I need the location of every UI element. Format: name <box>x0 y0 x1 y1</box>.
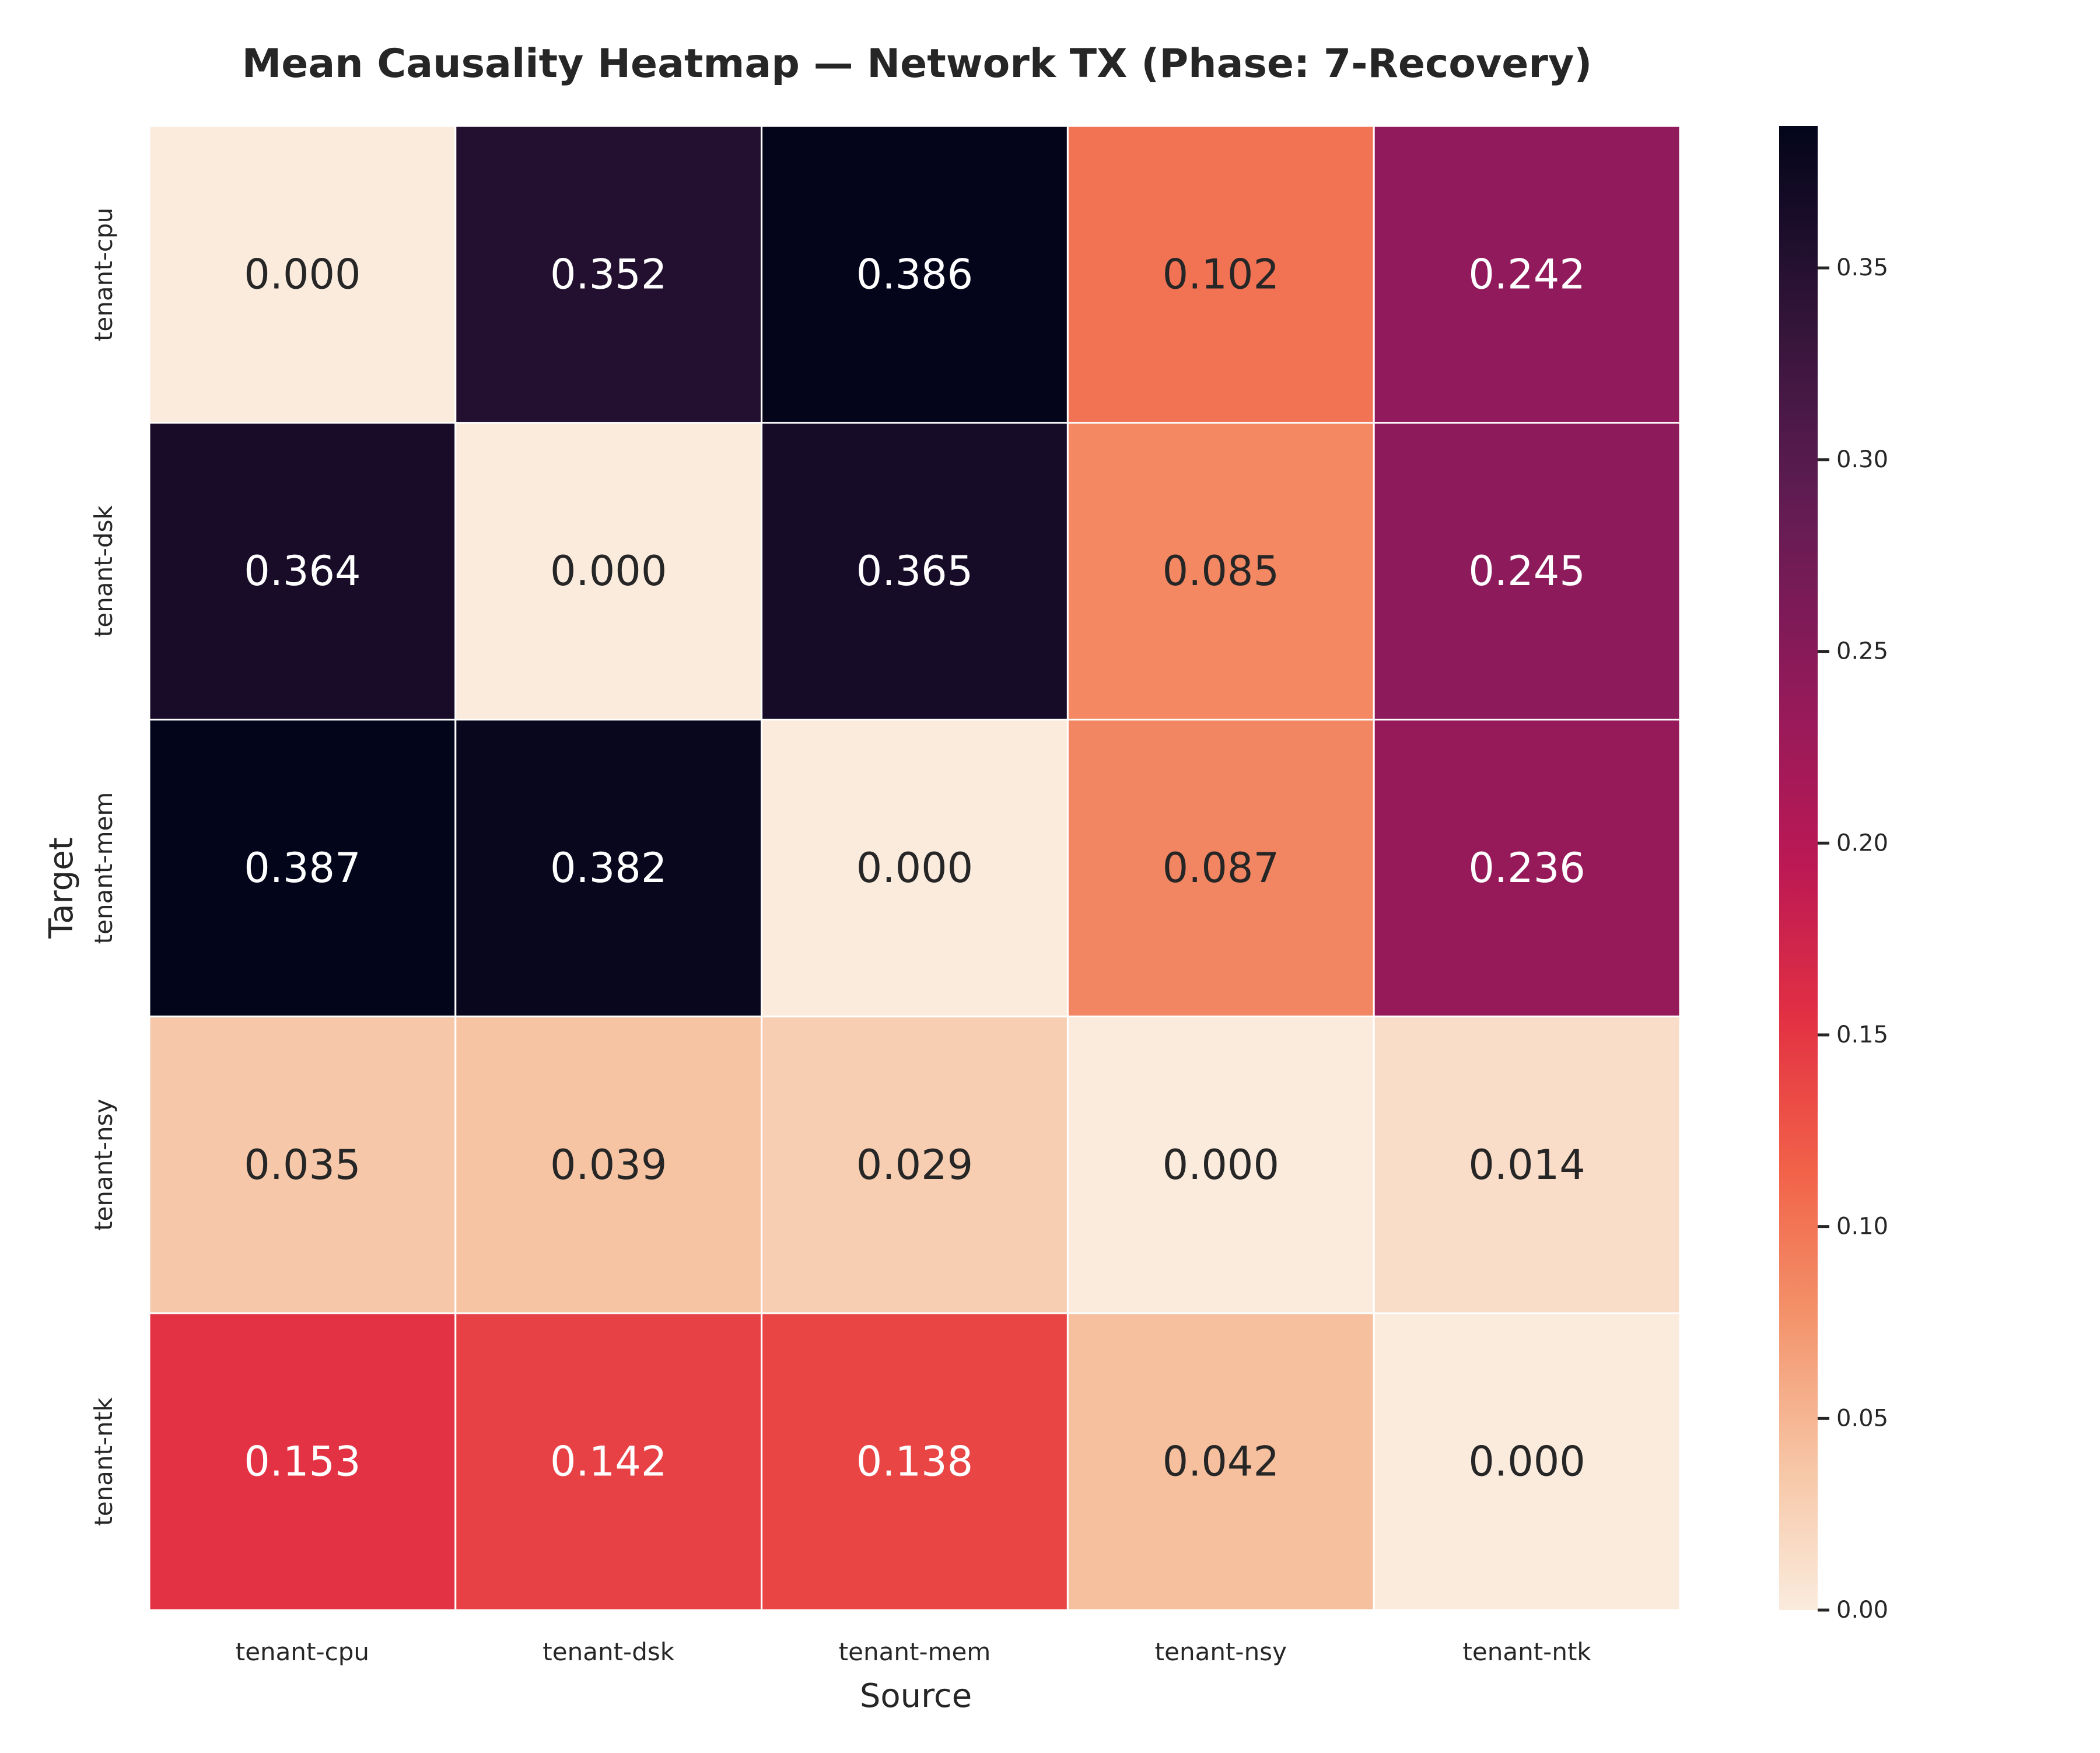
heatmap-cell-label: 0.085 <box>1163 547 1279 595</box>
colorbar-tick-label: 0.15 <box>1836 1021 1888 1048</box>
heatmap-cell-label: 0.087 <box>1163 844 1279 892</box>
colorbar-tick-label: 0.05 <box>1836 1405 1888 1432</box>
heatmap-cell-label: 0.365 <box>856 547 973 595</box>
heatmap-cell <box>1373 422 1681 721</box>
chart-title: Mean Causality Heatmap — Network TX (Pha… <box>242 41 1592 87</box>
heatmap-cell <box>454 719 763 1017</box>
heatmap-cell-label: 0.236 <box>1468 844 1585 892</box>
heatmap-cell <box>1066 719 1375 1017</box>
heatmap-cell-label: 0.364 <box>244 547 360 595</box>
colorbar-tick-label: 0.00 <box>1836 1597 1888 1623</box>
colorbar-tick-label: 0.25 <box>1836 638 1888 665</box>
y-axis-label: Target <box>43 837 80 939</box>
x-tick-label: tenant-cpu <box>236 1637 369 1666</box>
heatmap-cell-label: 0.042 <box>1163 1438 1279 1486</box>
heatmap-cell <box>1373 1015 1681 1314</box>
heatmap-cell-label: 0.153 <box>244 1438 360 1486</box>
x-axis-ticks: tenant-cpu tenant-dsk tenant-mem tenant-nsy… <box>236 1637 1592 1666</box>
heatmap-cell-label: 0.352 <box>550 250 667 298</box>
heatmap-cell <box>761 422 1069 721</box>
heatmap-cell <box>1373 719 1681 1017</box>
colorbar-ticks: 0.00 0.05 0.10 0.15 0.20 0.25 0.30 0.35 <box>1818 254 1888 1623</box>
heatmap-cell-label: 0.000 <box>244 250 360 298</box>
heatmap-cell <box>1066 1015 1375 1314</box>
y-tick-label: tenant-mem <box>89 792 118 944</box>
heatmap-cell <box>761 1312 1069 1611</box>
colorbar-tick-label: 0.30 <box>1836 446 1888 473</box>
heatmap-cell-label: 0.029 <box>856 1141 973 1189</box>
heatmap-cell <box>454 1015 763 1314</box>
y-tick-label: tenant-ntk <box>89 1397 118 1526</box>
y-tick-label: tenant-dsk <box>89 505 118 637</box>
heatmap-cell-label: 0.035 <box>244 1141 360 1189</box>
heatmap-cell-label: 0.386 <box>856 250 973 298</box>
x-tick-label: tenant-ntk <box>1462 1637 1591 1666</box>
heatmap-cell <box>148 1312 457 1611</box>
heatmap-cell-label: 0.000 <box>856 844 973 892</box>
heatmap-cell <box>148 422 457 721</box>
heatmap-cell-labels: 0.000 0.352 0.386 0.102 0.242 0.364 0.000 0.365… <box>244 250 1586 1485</box>
heatmap-cell <box>148 125 457 424</box>
colorbar <box>1779 126 1818 1610</box>
heatmap-cell <box>761 125 1069 424</box>
x-tick-label: tenant-dsk <box>542 1637 674 1666</box>
colorbar-tick-label: 0.35 <box>1836 254 1888 281</box>
heatmap-cells <box>148 125 1681 1611</box>
heatmap-cell <box>454 1312 763 1611</box>
colorbar-tick-label: 0.10 <box>1836 1213 1888 1240</box>
x-axis-label: Source <box>860 1677 972 1715</box>
heatmap-cell <box>454 422 763 721</box>
heatmap-cell-label: 0.242 <box>1468 250 1585 298</box>
heatmap-cell-label: 0.000 <box>1163 1141 1279 1189</box>
heatmap-cell-label: 0.102 <box>1163 250 1279 298</box>
heatmap-cell-label: 0.000 <box>1468 1438 1585 1486</box>
x-tick-label: tenant-nsy <box>1155 1637 1287 1666</box>
y-tick-label: tenant-nsy <box>89 1099 118 1231</box>
y-tick-label: tenant-cpu <box>89 208 118 341</box>
heatmap-cell-label: 0.000 <box>550 547 667 595</box>
heatmap-cell <box>761 1015 1069 1314</box>
heatmap-cell-label: 0.039 <box>550 1141 667 1189</box>
heatmap-cell <box>1373 125 1681 424</box>
x-tick-label: tenant-mem <box>839 1637 991 1666</box>
heatmap-cell <box>148 1015 457 1314</box>
heatmap-cell <box>761 719 1069 1017</box>
heatmap-cell <box>1066 125 1375 424</box>
colorbar-tick-label: 0.20 <box>1836 830 1888 856</box>
heatmap-cell-label: 0.245 <box>1468 547 1585 595</box>
heatmap-cell-label: 0.382 <box>550 844 667 892</box>
heatmap-cell <box>1373 1312 1681 1611</box>
heatmap-cell-label: 0.138 <box>856 1438 973 1486</box>
heatmap-cell <box>454 125 763 424</box>
y-axis-ticks: tenant-cpu tenant-dsk tenant-mem tenant-nsy… <box>89 208 118 1526</box>
heatmap-cell-label: 0.387 <box>244 844 360 892</box>
heatmap-cell-label: 0.142 <box>550 1438 667 1486</box>
heatmap-cell-label: 0.014 <box>1468 1141 1585 1189</box>
